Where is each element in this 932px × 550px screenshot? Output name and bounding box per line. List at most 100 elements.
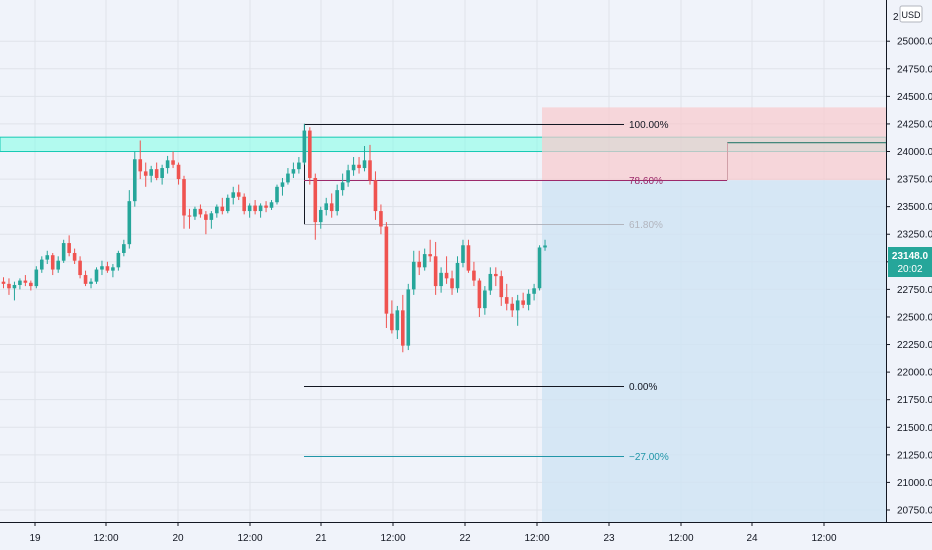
candle[interactable] <box>472 261 476 287</box>
candle[interactable] <box>286 168 290 185</box>
candle[interactable] <box>357 157 361 174</box>
candle[interactable] <box>100 260 104 276</box>
candle[interactable] <box>450 270 454 295</box>
stop-loss-zone[interactable] <box>542 107 886 181</box>
candle[interactable] <box>187 208 192 229</box>
candle[interactable] <box>143 162 148 187</box>
candle[interactable] <box>67 235 71 257</box>
candle[interactable] <box>236 184 241 201</box>
candle[interactable] <box>29 280 33 291</box>
candle[interactable] <box>428 239 432 262</box>
candle[interactable] <box>72 248 77 265</box>
candle[interactable] <box>23 275 28 287</box>
candle[interactable] <box>56 256 60 273</box>
candle[interactable] <box>193 206 197 220</box>
candle[interactable] <box>384 222 389 328</box>
candle[interactable] <box>351 157 356 176</box>
candle[interactable] <box>182 175 186 229</box>
candle[interactable] <box>373 171 378 220</box>
candle[interactable] <box>422 248 427 271</box>
candle[interactable] <box>390 300 394 334</box>
candle[interactable] <box>346 164 350 187</box>
candle[interactable] <box>89 278 93 289</box>
candle[interactable] <box>12 281 17 301</box>
candle[interactable] <box>116 250 121 271</box>
candle[interactable] <box>379 204 383 235</box>
candle[interactable] <box>329 193 334 218</box>
candle[interactable] <box>455 256 460 293</box>
candle[interactable] <box>7 278 11 295</box>
candle[interactable] <box>225 194 230 214</box>
candle[interactable] <box>209 211 214 229</box>
candle[interactable] <box>215 204 219 218</box>
candle[interactable] <box>291 162 296 178</box>
candle[interactable] <box>34 266 39 289</box>
candle[interactable] <box>313 173 318 240</box>
candle[interactable] <box>83 270 88 287</box>
candle[interactable] <box>297 157 301 174</box>
candle[interactable] <box>368 144 372 185</box>
candle[interactable] <box>149 165 153 183</box>
currency-badge[interactable]: USD <box>899 5 923 23</box>
candle[interactable] <box>94 267 99 284</box>
candle[interactable] <box>483 286 487 315</box>
candle[interactable] <box>45 250 50 265</box>
candle[interactable] <box>308 127 312 185</box>
candle[interactable] <box>406 283 411 351</box>
candle[interactable] <box>444 256 449 284</box>
candle[interactable] <box>477 278 482 317</box>
candle[interactable] <box>160 164 164 185</box>
candle[interactable] <box>510 297 515 317</box>
candle[interactable] <box>154 162 159 181</box>
candle[interactable] <box>395 305 400 340</box>
candle[interactable] <box>439 267 443 293</box>
candle[interactable] <box>417 250 422 276</box>
candle[interactable] <box>362 145 367 172</box>
candle[interactable] <box>258 203 263 218</box>
candle[interactable] <box>318 206 323 229</box>
candle[interactable] <box>521 292 525 309</box>
candle[interactable] <box>461 239 465 268</box>
candle[interactable] <box>532 283 536 301</box>
candle[interactable] <box>61 239 66 263</box>
candle[interactable] <box>165 155 170 174</box>
candle[interactable] <box>105 261 110 273</box>
candle[interactable] <box>176 162 181 185</box>
candle[interactable] <box>494 267 498 287</box>
candle[interactable] <box>411 250 416 295</box>
candle[interactable] <box>127 190 132 249</box>
candle[interactable] <box>504 283 509 311</box>
candle[interactable] <box>280 177 285 196</box>
candle[interactable] <box>302 123 307 165</box>
candle[interactable] <box>111 264 115 278</box>
time-axis[interactable]: 19 12:00 20 12:00 21 12:00 22 12:00 23 12:00 24 12:… <box>29 522 837 544</box>
candle[interactable] <box>198 204 203 218</box>
candle[interactable] <box>275 184 279 205</box>
candle[interactable] <box>526 289 531 311</box>
candle[interactable] <box>231 186 236 205</box>
candle[interactable] <box>537 245 542 291</box>
target-zone[interactable] <box>542 180 886 523</box>
candle[interactable] <box>1 277 6 289</box>
candle[interactable] <box>18 278 22 290</box>
candle[interactable] <box>488 267 493 295</box>
candle[interactable] <box>220 197 225 215</box>
candle[interactable] <box>543 239 547 251</box>
candle[interactable] <box>247 203 252 218</box>
candle[interactable] <box>269 200 274 210</box>
candle[interactable] <box>433 241 438 295</box>
candle[interactable] <box>324 197 329 216</box>
candle[interactable] <box>253 200 257 215</box>
candle[interactable] <box>515 294 520 326</box>
candle[interactable] <box>466 239 471 273</box>
candle[interactable] <box>340 173 345 196</box>
candle[interactable] <box>171 151 175 169</box>
candle[interactable] <box>335 184 339 216</box>
candle[interactable] <box>138 140 143 180</box>
candle[interactable] <box>39 256 44 273</box>
candle[interactable] <box>50 252 55 276</box>
candle[interactable] <box>122 239 126 257</box>
candle[interactable] <box>132 151 137 207</box>
candle[interactable] <box>401 294 405 353</box>
